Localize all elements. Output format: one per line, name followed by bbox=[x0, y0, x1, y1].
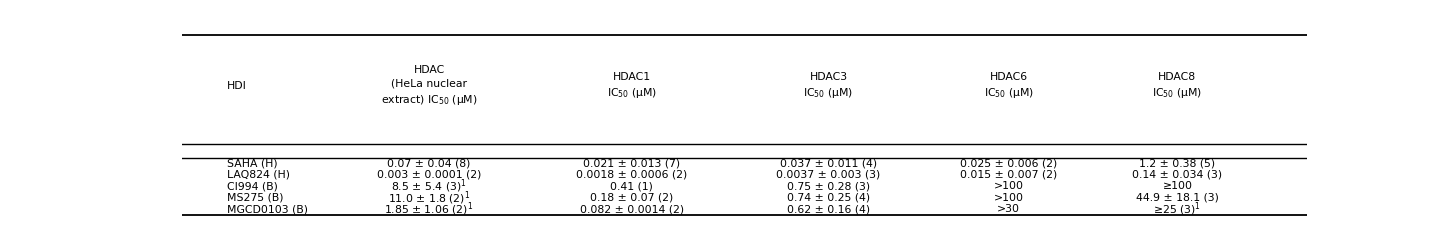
Text: SAHA (H): SAHA (H) bbox=[227, 158, 277, 168]
Text: 1.2 ± 0.38 (5): 1.2 ± 0.38 (5) bbox=[1140, 158, 1215, 168]
Text: 0.003 ± 0.0001 (2): 0.003 ± 0.0001 (2) bbox=[378, 170, 481, 180]
Text: 11.0 ± 1.8 (2)$^1$: 11.0 ± 1.8 (2)$^1$ bbox=[388, 189, 470, 207]
Text: >30: >30 bbox=[998, 204, 1021, 214]
Text: ≥25 (3)$^1$: ≥25 (3)$^1$ bbox=[1153, 200, 1201, 218]
Text: ≥100: ≥100 bbox=[1163, 181, 1192, 191]
Text: MS275 (B): MS275 (B) bbox=[227, 193, 283, 203]
Text: 0.62 ± 0.16 (4): 0.62 ± 0.16 (4) bbox=[787, 204, 870, 214]
Text: HDAC3
IC$_{50}$ (μM): HDAC3 IC$_{50}$ (μM) bbox=[803, 72, 854, 100]
Text: HDAC6
IC$_{50}$ (μM): HDAC6 IC$_{50}$ (μM) bbox=[983, 72, 1034, 100]
Text: 0.75 ± 0.28 (3): 0.75 ± 0.28 (3) bbox=[787, 181, 870, 191]
Text: MGCD0103 (B): MGCD0103 (B) bbox=[227, 204, 308, 214]
Text: HDAC1
IC$_{50}$ (μM): HDAC1 IC$_{50}$ (μM) bbox=[607, 72, 656, 100]
Text: 0.18 ± 0.07 (2): 0.18 ± 0.07 (2) bbox=[590, 193, 674, 203]
Text: 0.14 ± 0.034 (3): 0.14 ± 0.034 (3) bbox=[1133, 170, 1223, 180]
Text: 0.037 ± 0.011 (4): 0.037 ± 0.011 (4) bbox=[780, 158, 877, 168]
Text: >100: >100 bbox=[993, 193, 1024, 203]
Text: HDI: HDI bbox=[227, 81, 247, 91]
Text: 0.07 ± 0.04 (8): 0.07 ± 0.04 (8) bbox=[388, 158, 470, 168]
Text: 0.0018 ± 0.0006 (2): 0.0018 ± 0.0006 (2) bbox=[576, 170, 687, 180]
Text: 8.5 ± 5.4 (3)$^1$: 8.5 ± 5.4 (3)$^1$ bbox=[391, 178, 468, 195]
Text: 0.082 ± 0.0014 (2): 0.082 ± 0.0014 (2) bbox=[579, 204, 684, 214]
Text: LAQ824 (H): LAQ824 (H) bbox=[227, 170, 289, 180]
Text: CI994 (B): CI994 (B) bbox=[227, 181, 277, 191]
Text: 0.74 ± 0.25 (4): 0.74 ± 0.25 (4) bbox=[787, 193, 870, 203]
Text: 0.015 ± 0.007 (2): 0.015 ± 0.007 (2) bbox=[960, 170, 1057, 180]
Text: 1.85 ± 1.06 (2)$^1$: 1.85 ± 1.06 (2)$^1$ bbox=[385, 200, 473, 218]
Text: HDAC8
IC$_{50}$ (μM): HDAC8 IC$_{50}$ (μM) bbox=[1153, 72, 1202, 100]
Text: 44.9 ± 18.1 (3): 44.9 ± 18.1 (3) bbox=[1135, 193, 1218, 203]
Text: 0.0037 ± 0.003 (3): 0.0037 ± 0.003 (3) bbox=[777, 170, 881, 180]
Text: 0.41 (1): 0.41 (1) bbox=[610, 181, 653, 191]
Text: HDAC
(HeLa nuclear
extract) IC$_{50}$ (μM): HDAC (HeLa nuclear extract) IC$_{50}$ (μ… bbox=[380, 65, 478, 107]
Text: 0.021 ± 0.013 (7): 0.021 ± 0.013 (7) bbox=[584, 158, 680, 168]
Text: 0.025 ± 0.006 (2): 0.025 ± 0.006 (2) bbox=[960, 158, 1057, 168]
Text: >100: >100 bbox=[993, 181, 1024, 191]
